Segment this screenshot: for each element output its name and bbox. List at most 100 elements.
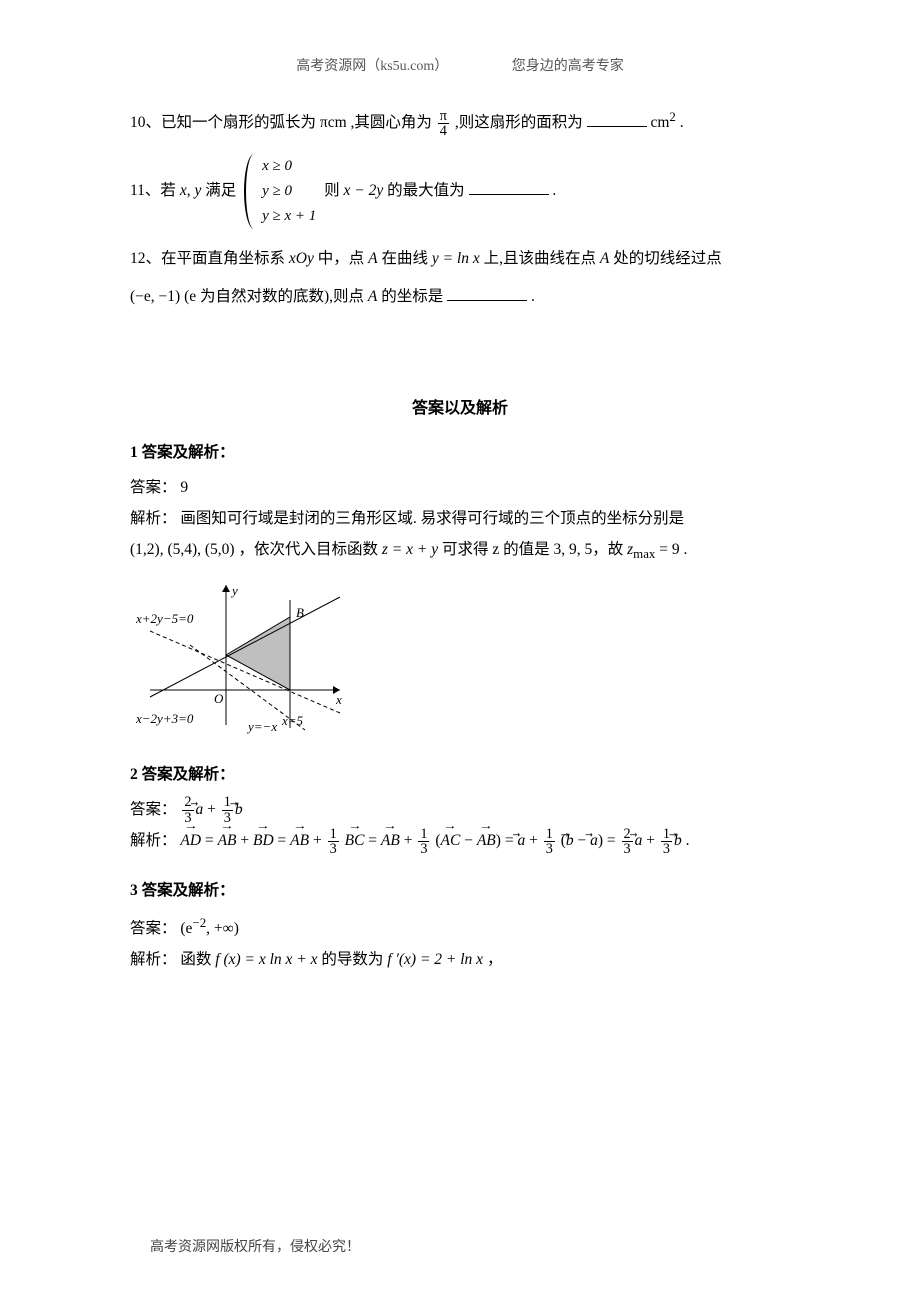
feasible-region-chart: x+2y−5=0x−2y+3=0y=−xx=5BOxy bbox=[130, 575, 790, 740]
a3-exp-label: 解析： bbox=[130, 951, 177, 968]
document-page: 高考资源网（ks5u.com） 您身边的高考专家 10、已知一个扇形的弧长为 π… bbox=[0, 0, 920, 1302]
a1-t2f: = 9 . bbox=[659, 541, 687, 558]
answer-3-head: 3 答案及解析： bbox=[130, 878, 790, 900]
q12-g: 上,且该曲线在点 bbox=[484, 250, 600, 267]
a2-f2n: 1 bbox=[222, 795, 233, 810]
svg-text:x: x bbox=[335, 692, 342, 707]
vec-a4: a bbox=[635, 825, 643, 856]
t1d: 3 bbox=[328, 842, 339, 856]
answer-2-head: 2 答案及解析： bbox=[130, 762, 790, 784]
question-11: 11、若 x, y 满足 x ≥ 0 y ≥ 0 y ≥ x + 1 则 x −… bbox=[130, 154, 790, 229]
t2n: 1 bbox=[418, 827, 429, 842]
frac-third-3: 13 bbox=[544, 827, 555, 857]
a1-ans-label: 答案： bbox=[130, 479, 177, 496]
vec-AB1: AB bbox=[218, 825, 237, 856]
a3-int-sup: −2 bbox=[192, 915, 206, 930]
q12-2e: . bbox=[531, 288, 535, 305]
q10-mid: ,则这扇形的面积为 bbox=[455, 114, 583, 131]
q11-brace-line-2: y ≥ x + 1 bbox=[262, 204, 316, 229]
answer-1-expl-2: (1,2), (5,4), (5,0) ，依次代入目标函数 z = x + y … bbox=[130, 534, 790, 567]
answer-1-expl-1: 解析： 画图知可行域是封闭的三角形区域. 易求得可行域的三个顶点的坐标分别是 bbox=[130, 503, 790, 534]
question-10: 10、已知一个扇形的弧长为 πcm ,其圆心角为 π 4 ,则这扇形的面积为 c… bbox=[130, 103, 790, 140]
q10-frac-den: 4 bbox=[438, 124, 449, 138]
q12-i: 处的切线经过点 bbox=[613, 250, 722, 267]
a1-t2sub: max bbox=[633, 546, 655, 561]
q12-blank[interactable] bbox=[447, 284, 527, 301]
a1-exp-t1: 画图知可行域是封闭的三角形区域. 易求得可行域的三个顶点的坐标分别是 bbox=[180, 510, 684, 527]
q10-unit: cm bbox=[650, 114, 669, 131]
a3-ans-label: 答案： bbox=[130, 920, 177, 937]
answer-1-answer: 答案： 9 bbox=[130, 472, 790, 503]
vec-AD: AD bbox=[180, 825, 201, 856]
a3-ea: 函数 bbox=[180, 951, 215, 968]
vec-AB3: AB bbox=[381, 825, 400, 856]
a1-t2c: z = x + y bbox=[382, 541, 438, 558]
question-12-line1: 12、在平面直角坐标系 xOy 中，点 A 在曲线 y = ln x 上,且该曲… bbox=[130, 243, 790, 276]
q12-2a: (−e, −1) bbox=[130, 288, 180, 305]
answer-1-head: 1 答案及解析： bbox=[130, 440, 790, 462]
t4d: 3 bbox=[661, 842, 672, 856]
q10-blank[interactable] bbox=[587, 110, 647, 127]
vec-b3: b bbox=[674, 825, 682, 856]
q12-d: A bbox=[368, 250, 377, 267]
q12-b: xOy bbox=[289, 250, 314, 267]
q10-fraction: π 4 bbox=[438, 109, 449, 139]
a2-f1n: 2 bbox=[182, 795, 193, 810]
q11-tail: . bbox=[552, 182, 556, 199]
answer-3-answer: 答案： (e−2, +∞) bbox=[130, 910, 790, 944]
t23n: 2 bbox=[622, 827, 633, 842]
t3n: 1 bbox=[544, 827, 555, 842]
a3-ed: f ′(x) = 2 + ln x bbox=[387, 951, 483, 968]
t23d: 3 bbox=[622, 842, 633, 856]
q11-mid3: 的最大值为 bbox=[387, 182, 465, 199]
q12-f: y = ln x bbox=[432, 250, 480, 267]
a1-t2a: (1,2), (5,4), (5,0) bbox=[130, 541, 235, 558]
vec-AB2: AB bbox=[290, 825, 309, 856]
vec-b2: b bbox=[566, 825, 574, 856]
a1-t2d: 可求得 z 的值是 3, 9, 5，故 bbox=[442, 541, 627, 558]
q12-2d: 的坐标是 bbox=[381, 288, 443, 305]
answers-title: 答案以及解析 bbox=[130, 394, 790, 418]
a3-eb: f (x) = x ln x + x bbox=[215, 951, 317, 968]
q11-mid2: 则 bbox=[324, 182, 343, 199]
question-12-line2: (−e, −1) (e 为自然对数的底数),则点 A 的坐标是 . bbox=[130, 281, 790, 314]
a3-int-a: (e bbox=[180, 920, 192, 937]
answer-3-expl: 解析： 函数 f (x) = x ln x + x 的导数为 f ′(x) = … bbox=[130, 944, 790, 975]
q10-frac-num: π bbox=[438, 109, 449, 124]
a2-period: . bbox=[686, 832, 690, 849]
q11-vars: x, y bbox=[180, 182, 202, 199]
t3d: 3 bbox=[544, 842, 555, 856]
t1n: 1 bbox=[328, 827, 339, 842]
q12-e: 在曲线 bbox=[381, 250, 431, 267]
q12-2c: A bbox=[368, 288, 377, 305]
vec-a3: a bbox=[590, 825, 598, 856]
q11-mid1: 满足 bbox=[205, 182, 236, 199]
q11-blank[interactable] bbox=[469, 178, 549, 195]
svg-text:x=5: x=5 bbox=[281, 713, 304, 728]
header-left: 高考资源网（ks5u.com） bbox=[296, 59, 448, 74]
q10-prefix: 10、已知一个扇形的弧长为 πcm ,其圆心角为 bbox=[130, 114, 432, 131]
q12-a: 12、在平面直角坐标系 bbox=[130, 250, 289, 267]
page-footer: 高考资源网版权所有，侵权必究！ bbox=[150, 1236, 360, 1256]
t2d: 3 bbox=[418, 842, 429, 856]
svg-text:y: y bbox=[230, 583, 238, 598]
vec-AB4: AB bbox=[477, 825, 496, 856]
q11-expr: x − 2y bbox=[344, 182, 384, 199]
a3-ee: ， bbox=[487, 951, 503, 968]
vec-AC: AC bbox=[441, 825, 461, 856]
header-right: 您身边的高考专家 bbox=[512, 59, 624, 74]
svg-text:O: O bbox=[214, 691, 224, 706]
svg-text:y=−x: y=−x bbox=[246, 719, 277, 734]
frac-twothird: 23 bbox=[622, 827, 633, 857]
q11-prefix: 11、若 bbox=[130, 182, 180, 199]
frac-third-4: 13 bbox=[661, 827, 672, 857]
q11-brace: x ≥ 0 y ≥ 0 y ≥ x + 1 bbox=[244, 154, 316, 229]
vec-b: b bbox=[235, 794, 243, 825]
t4n: 1 bbox=[661, 827, 672, 842]
frac-third-1: 13 bbox=[328, 827, 339, 857]
a1-t2b: ，依次代入目标函数 bbox=[238, 541, 381, 558]
a3-int-b: , +∞) bbox=[206, 920, 239, 937]
q12-c: 中，点 bbox=[318, 250, 368, 267]
svg-text:x−2y+3=0: x−2y+3=0 bbox=[135, 711, 194, 726]
q10-sup: 2 bbox=[669, 109, 675, 124]
